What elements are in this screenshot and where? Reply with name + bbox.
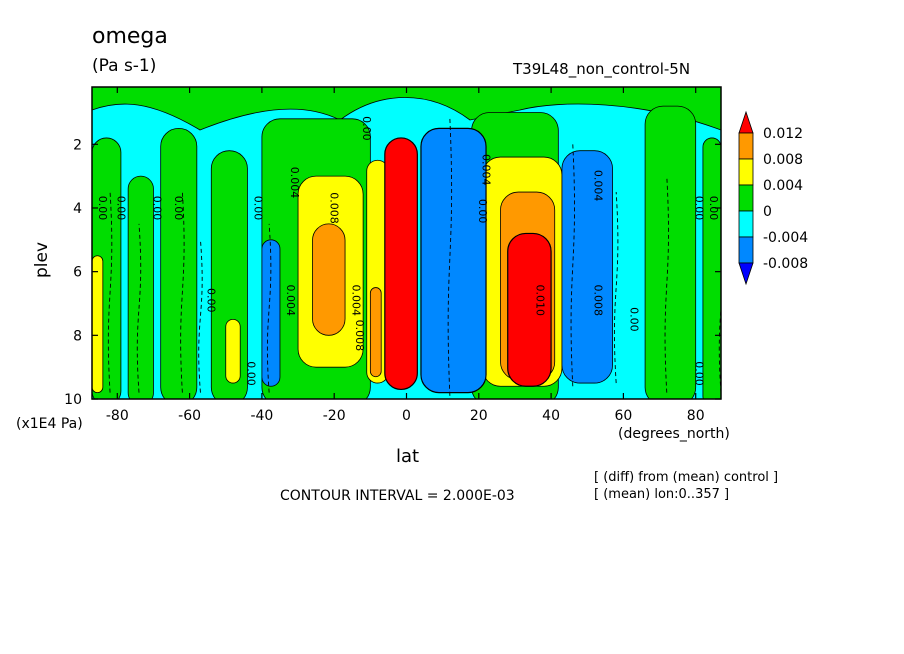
yellow-region [225,319,241,384]
mean-note: [ (mean) lon:0..357 ] [594,487,730,502]
negative-contour [570,144,575,387]
contour-label: 0.010 [534,285,547,317]
negative-contour [664,176,669,393]
negative-contour [266,223,272,393]
x-tick-label: 60 [614,408,632,424]
contour-label: 0.004 [284,285,297,317]
y-axis-units: (x1E4 Pa) [16,416,83,432]
contour-label: 0.00 [476,199,489,224]
diff-note: [ (diff) from (mean) control ] [594,470,779,485]
negative-contour [107,192,113,393]
legend-label: 0.012 [763,126,803,142]
contour-label: 0.008 [328,192,341,224]
contour-label: 0.004 [591,170,604,202]
chart-units: (Pa s-1) [92,56,157,76]
blue-column [420,127,487,394]
contour-label: 0.004 [288,167,301,199]
orange-region [369,287,382,378]
contour-label: 0.00 [628,307,641,332]
contour-label: 0.00 [150,196,163,221]
green-column [127,175,154,399]
positive-band-top [92,87,721,131]
green-column [160,127,198,399]
x-tick-label: 80 [687,408,705,424]
axes: -80 -60 -40 -20 0 20 40 60 80 2 4 6 8 10 [64,87,721,424]
y-tick-label: 8 [73,328,82,344]
orange-region [312,223,346,336]
chart-title: omega [92,24,168,49]
legend-swatch [738,210,754,238]
red-column [384,137,418,391]
contour-label: 0.00 [693,361,706,386]
contour-label: 0.00 [252,196,265,221]
legend-label: 0 [763,204,772,220]
contour-label: 0.00 [707,196,720,221]
x-axis-units: (degrees_north) [618,426,730,442]
legend-label: -0.008 [763,256,808,272]
legend-arrow-top [738,110,754,134]
contour-label: 0.00 [172,196,185,221]
color-legend: 0.012 0.008 0.004 0 -0.004 -0.008 [738,110,808,286]
contour-label: 0.004 [479,154,492,186]
negative-contour [136,223,142,393]
contour-interval-note: CONTOUR INTERVAL = 2.000E-03 [280,488,515,504]
contour-field [92,87,721,399]
yellow-region [92,255,104,394]
contour-label: 0.00 [693,196,706,221]
legend-swatch [738,158,754,186]
legend-label: -0.004 [763,230,808,246]
legend-swatch [738,236,754,264]
red-column [507,232,552,387]
y-tick-label: 10 [64,392,82,408]
green-column [644,105,697,399]
x-axis-label: lat [396,446,420,467]
y-tick-label: 4 [73,201,82,217]
contour-label: 0.00 [114,196,127,221]
negative-contour [613,192,619,384]
green-column [702,137,721,399]
legend-swatch [738,184,754,212]
x-tick-label: -60 [178,408,201,424]
negative-contour [198,239,203,393]
experiment-label: T39L48_non_control-5N [513,60,691,78]
contour-label: 0.008 [353,320,366,352]
legend-swatch [738,132,754,160]
contour-label: 0.008 [591,285,604,317]
x-tick-label: 20 [470,408,488,424]
legend-label: 0.004 [763,178,803,194]
contour-label: 0.00 [96,196,109,221]
x-tick-label: -80 [106,408,129,424]
negative-contour [180,192,185,393]
contour-label: 0.00 [244,361,257,386]
legend-arrow-bottom [738,262,754,286]
x-tick-label: -40 [250,408,273,424]
contour-label: 0.004 [349,285,362,317]
y-tick-label: 2 [73,137,82,153]
contour-label: 0.00 [360,116,373,141]
x-tick-label: 40 [542,408,560,424]
contour-label: 0.00 [205,288,218,313]
y-tick-label: 6 [73,265,82,281]
x-tick-label: -20 [323,408,346,424]
contour-labels: 0.00 0.00 0.00 0.000.000.000.000.0040.0040.… [96,116,720,386]
blue-column [261,239,281,387]
legend-label: 0.008 [763,152,803,168]
x-tick-label: 0 [402,408,411,424]
